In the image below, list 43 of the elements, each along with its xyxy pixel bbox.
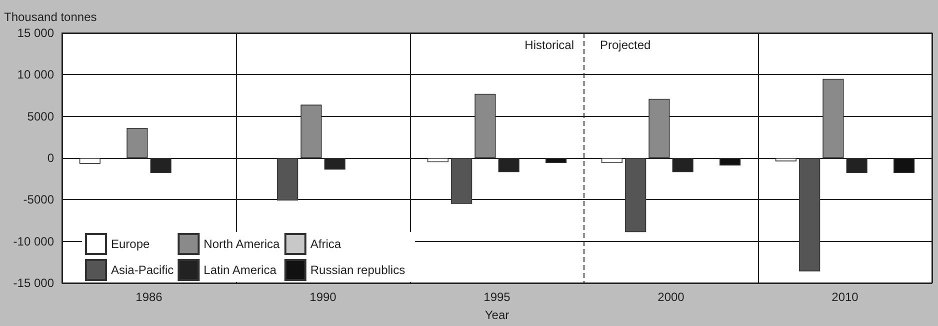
bar	[451, 158, 472, 204]
x-axis-title: Year	[484, 308, 510, 322]
bar	[474, 94, 496, 158]
bar	[775, 158, 796, 162]
bar	[601, 158, 622, 163]
legend-label: Asia-Pacific	[111, 263, 174, 277]
annotation: Projected	[600, 38, 651, 52]
bar	[498, 158, 520, 172]
y-tick-label: -5000	[23, 192, 54, 207]
bar	[79, 158, 100, 164]
bar	[300, 104, 322, 158]
bar	[648, 98, 670, 158]
y-tick-label: -10 000	[13, 234, 54, 248]
bar	[720, 158, 741, 166]
x-tick-label: 1986	[136, 290, 163, 304]
y-tick-label: 0	[47, 151, 54, 165]
legend-label: Africa	[310, 237, 342, 251]
x-tick-label: 2000	[658, 290, 685, 304]
bar	[150, 158, 172, 173]
legend-label: Russian republics	[310, 263, 406, 277]
legend-label: North America	[204, 237, 280, 251]
bar	[546, 158, 567, 163]
bar	[277, 158, 298, 200]
legend-label: Europe	[111, 237, 150, 251]
bar	[672, 158, 694, 172]
y-tick-label: -15 000	[13, 276, 54, 290]
bar	[126, 128, 148, 158]
bar	[822, 78, 844, 158]
annotation: Historical	[524, 38, 574, 52]
bar	[324, 158, 346, 170]
bar	[427, 158, 448, 162]
y-axis-title: Thousand tonnes	[4, 10, 97, 24]
bar	[894, 158, 915, 173]
y-tick-label: 10 000	[17, 68, 54, 82]
bar	[799, 158, 820, 272]
legend-label: Latin America	[204, 263, 277, 277]
y-tick-label: 5000	[27, 109, 54, 124]
x-tick-label: 2010	[832, 290, 859, 304]
bar	[625, 158, 646, 232]
x-tick-label: 1995	[484, 290, 511, 304]
y-tick-label: 15 000	[17, 26, 54, 40]
x-tick-label: 1990	[310, 290, 337, 304]
bar	[846, 158, 868, 173]
